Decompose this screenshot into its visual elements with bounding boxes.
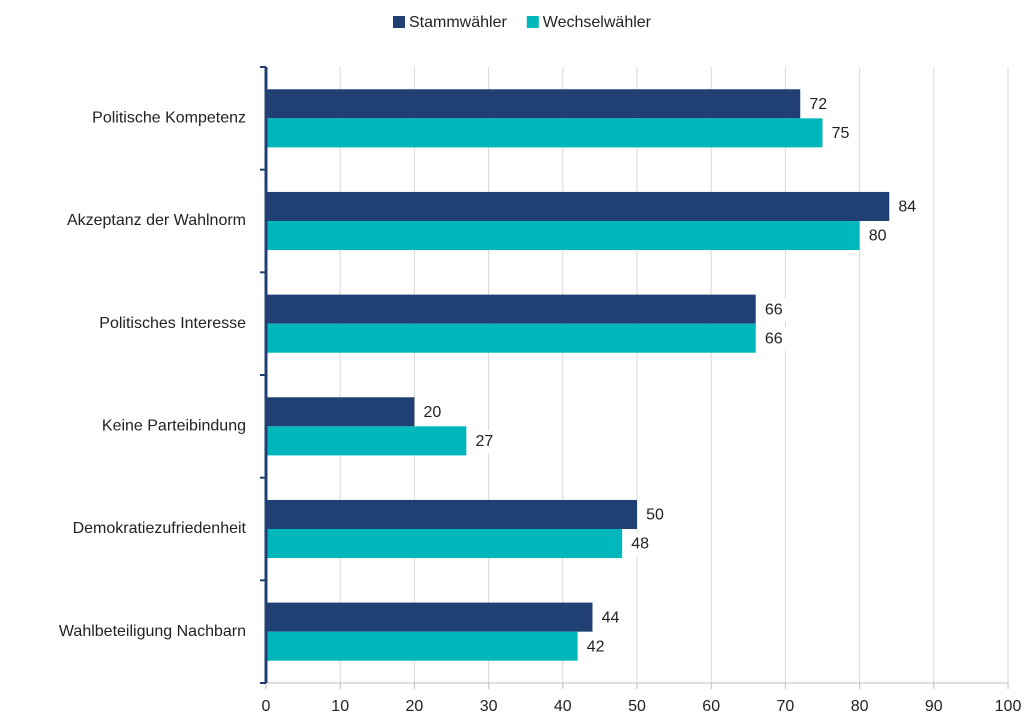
x-tick-label: 40 xyxy=(554,698,572,715)
bar xyxy=(266,221,860,251)
category-label: Demokratiezufriedenheit xyxy=(73,520,247,537)
bar xyxy=(266,499,637,529)
value-label-bg xyxy=(825,122,856,146)
bar xyxy=(266,602,593,632)
x-tick-label: 50 xyxy=(628,698,646,715)
value-label-bg xyxy=(803,93,834,117)
value-label-bg xyxy=(469,430,500,454)
value-label: 84 xyxy=(898,199,916,216)
value-label: 66 xyxy=(765,330,783,347)
value-label: 72 xyxy=(809,96,827,113)
x-tick-label: 30 xyxy=(480,698,498,715)
bar xyxy=(266,118,823,148)
value-label: 44 xyxy=(602,609,620,626)
value-label-bg xyxy=(758,327,789,351)
value-label-bg xyxy=(862,225,893,249)
category-label: Politisches Interesse xyxy=(99,315,246,332)
x-tick-label: 70 xyxy=(777,698,795,715)
category-label: Politische Kompetenz xyxy=(92,110,246,127)
bar xyxy=(266,529,623,559)
value-label-bg xyxy=(758,298,789,322)
value-label: 42 xyxy=(587,638,605,655)
bar xyxy=(266,631,578,661)
x-tick-label: 80 xyxy=(851,698,869,715)
x-tick-label: 60 xyxy=(702,698,720,715)
value-label: 75 xyxy=(832,125,850,142)
value-label: 20 xyxy=(424,404,442,421)
value-label: 27 xyxy=(475,433,493,450)
value-label-bg xyxy=(580,635,611,659)
bar xyxy=(266,426,467,456)
bar xyxy=(266,294,756,324)
value-label-bg xyxy=(417,401,448,425)
value-label: 80 xyxy=(869,228,887,245)
legend-label: Wechselwähler xyxy=(543,14,652,31)
value-label: 50 xyxy=(646,507,664,524)
value-label: 66 xyxy=(765,301,783,318)
bar xyxy=(266,397,415,427)
value-label-bg xyxy=(892,195,923,219)
x-tick-label: 20 xyxy=(406,698,424,715)
value-label-bg xyxy=(595,606,626,630)
bar xyxy=(266,89,801,119)
legend-label: Stammwähler xyxy=(409,14,507,31)
category-label: Keine Parteibindung xyxy=(102,418,246,435)
value-label: 48 xyxy=(631,536,649,553)
x-tick-label: 100 xyxy=(995,698,1022,715)
category-label: Akzeptanz der Wahlnorm xyxy=(67,212,246,229)
x-tick-label: 10 xyxy=(331,698,349,715)
legend-swatch xyxy=(526,16,539,28)
bar xyxy=(266,191,890,221)
x-tick-label: 90 xyxy=(925,698,943,715)
value-label-bg xyxy=(625,533,656,557)
x-tick-label: 0 xyxy=(262,698,271,715)
bar xyxy=(266,323,756,353)
value-label-bg xyxy=(640,503,670,527)
category-label: Wahlbeteiligung Nachbarn xyxy=(59,623,246,640)
legend-swatch xyxy=(392,16,405,28)
